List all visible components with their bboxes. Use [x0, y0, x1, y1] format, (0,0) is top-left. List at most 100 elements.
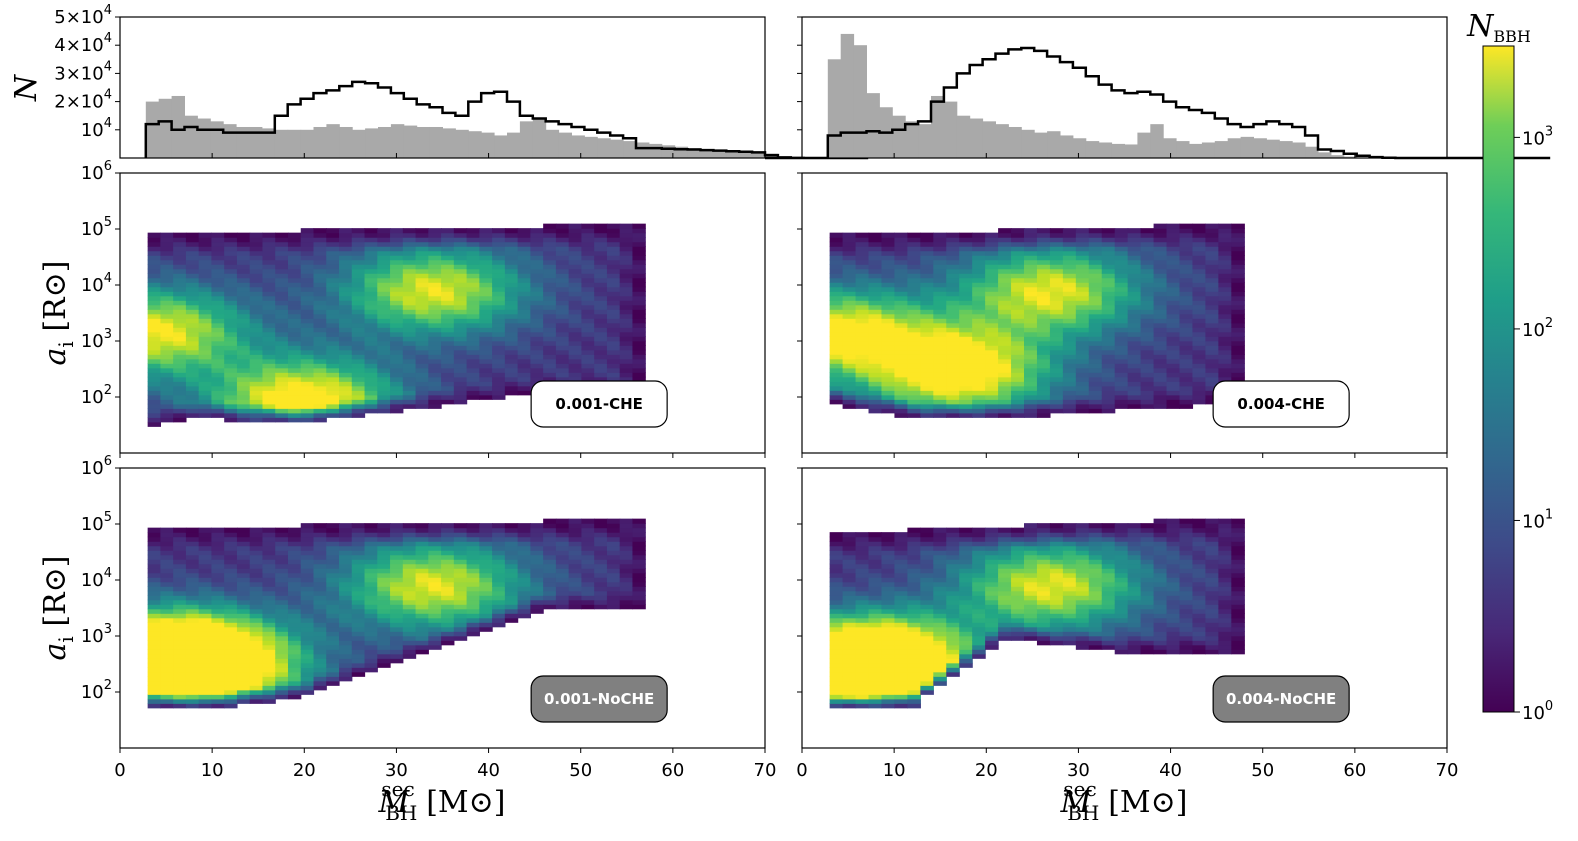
heatmap-cell: [1036, 291, 1051, 297]
heatmap-cell: [351, 246, 366, 252]
heatmap-cell: [351, 412, 366, 418]
heatmap-cell: [402, 358, 417, 364]
heatmap-cell: [543, 577, 557, 583]
heatmap-cell: [1205, 390, 1219, 396]
heatmap-cell: [173, 559, 187, 565]
heatmap-cell: [619, 532, 634, 538]
heatmap-cell: [1011, 268, 1025, 274]
heatmap-cell: [1205, 273, 1219, 279]
heatmap-cell: [868, 340, 883, 346]
heatmap-cell: [1101, 372, 1116, 378]
heatmap-cell: [224, 313, 238, 319]
heatmap-cell: [1024, 322, 1038, 328]
heatmap-cell: [972, 595, 986, 601]
heatmap-cell: [1166, 228, 1181, 234]
heatmap-cell: [842, 264, 857, 270]
heatmap-cell: [1024, 241, 1038, 247]
heatmap-cell: [829, 563, 844, 569]
heatmap-cell: [594, 590, 608, 596]
heatmap-cell: [619, 577, 634, 583]
heatmap-cell: [313, 635, 327, 641]
heatmap-cell: [829, 694, 844, 700]
heatmap-cell: [972, 264, 986, 270]
heatmap-cell: [1075, 331, 1090, 337]
heatmap-cell: [326, 671, 340, 677]
heatmap-cell: [236, 268, 251, 274]
hist-bar: [1330, 155, 1345, 158]
heatmap-cell: [236, 286, 251, 292]
heatmap-cell: [428, 273, 442, 279]
heatmap-cell: [466, 259, 480, 265]
heatmap-cell: [1166, 300, 1181, 306]
heatmap-cell: [1011, 527, 1025, 533]
heatmap-cell: [249, 286, 264, 292]
heatmap-cell: [1166, 259, 1181, 265]
heatmap-cell: [364, 372, 378, 378]
heatmap-cell: [959, 286, 973, 292]
heatmap-cell: [262, 318, 276, 324]
heatmap-cell: [920, 273, 934, 279]
heatmap-cell: [300, 689, 315, 695]
heatmap-cell: [555, 372, 570, 378]
heatmap-cell: [568, 309, 583, 315]
heatmap-cell: [959, 264, 973, 270]
heatmap-cell: [147, 268, 162, 274]
heatmap-cell: [466, 372, 480, 378]
heatmap-cell: [390, 545, 404, 551]
heatmap-cell: [1205, 228, 1219, 234]
heatmap-cell: [985, 358, 999, 364]
heatmap-cell: [377, 336, 391, 342]
heatmap-cell: [1049, 631, 1064, 637]
heatmap-cell: [606, 336, 621, 342]
heatmap-cell: [211, 291, 225, 297]
heatmap-cell: [1075, 403, 1090, 409]
heatmap-cell: [1192, 282, 1207, 288]
heatmap-cell: [946, 381, 960, 387]
heatmap-cell: [946, 586, 960, 592]
heatmap-cell: [351, 644, 366, 650]
heatmap-cell: [275, 372, 289, 378]
heatmap-cell: [339, 572, 353, 578]
heatmap-cell: [1101, 545, 1116, 551]
heatmap-cell: [147, 577, 162, 583]
heatmap-cell: [313, 662, 327, 668]
heatmap-cell: [300, 617, 315, 623]
heatmap-cell: [594, 581, 608, 587]
heatmap-cell: [881, 671, 896, 677]
heatmap-cell: [1075, 577, 1090, 583]
heatmap-cell: [287, 336, 302, 342]
heatmap-cell: [390, 300, 404, 306]
heatmap-cell: [894, 376, 908, 382]
heatmap-cell: [959, 613, 973, 619]
heatmap-cell: [581, 363, 595, 369]
heatmap-cell: [619, 331, 634, 337]
heatmap-cell: [881, 667, 896, 673]
heatmap-cell: [364, 390, 378, 396]
heatmap-cell: [466, 345, 480, 351]
heatmap-cell: [262, 291, 276, 297]
heatmap-cell: [211, 685, 225, 691]
heatmap-cell: [364, 237, 378, 243]
heatmap-cell: [985, 237, 999, 243]
heatmap-cell: [147, 595, 162, 601]
heatmap-cell: [933, 662, 947, 668]
heatmap-cell: [1205, 399, 1219, 405]
heatmap-cell: [581, 532, 595, 538]
heatmap-cell: [855, 689, 870, 695]
heatmap-cell: [1049, 523, 1064, 529]
y-tick-label: 105: [81, 510, 112, 535]
heatmap-cell: [377, 604, 391, 610]
heatmap-cell: [842, 327, 857, 333]
heatmap-cell: [300, 568, 315, 574]
heatmap-cell: [211, 613, 225, 619]
heatmap-cell: [842, 241, 857, 247]
heatmap-cell: [829, 273, 844, 279]
heatmap-cell: [855, 680, 870, 686]
heatmap-cell: [313, 358, 327, 364]
heatmap-cell: [313, 631, 327, 637]
heatmap-cell: [1114, 232, 1129, 238]
heatmap-cell: [1205, 268, 1219, 274]
heatmap-cell: [1036, 385, 1051, 391]
heatmap-cell: [1153, 277, 1168, 283]
heatmap-cell: [173, 635, 187, 641]
